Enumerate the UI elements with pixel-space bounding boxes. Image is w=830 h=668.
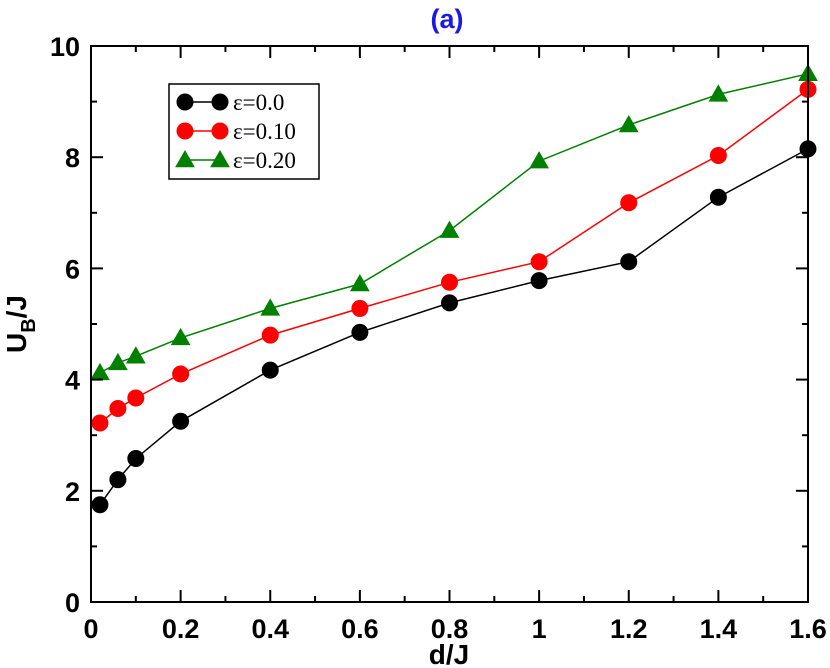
y-axis-title: UB/J — [1, 295, 40, 353]
data-point — [709, 147, 727, 165]
data-point — [127, 389, 145, 407]
tick-labels-layer: 0 0.2 0.4 0.6 0.8 1 1.2 1.4 1.6 0 2 4 6 8 10 — [50, 32, 827, 644]
data-point — [109, 471, 127, 489]
y-tick-label: 10 — [50, 32, 80, 62]
legend-marker-end — [210, 149, 230, 168]
y-axis-title-subscript: B — [18, 318, 40, 332]
data-point — [109, 400, 127, 418]
legend-marker-start — [176, 122, 194, 140]
series-layer — [90, 63, 818, 514]
plot-frame — [90, 45, 809, 603]
legend-entry-2: ε=0.20 — [175, 148, 296, 173]
legend-entry-1: ε=0.10 — [176, 119, 296, 144]
data-point — [439, 220, 460, 238]
legend-marker-end — [211, 93, 229, 111]
legend-entry-0: ε=0.0 — [176, 90, 284, 115]
data-point — [709, 188, 727, 206]
x-tick-label: 0.6 — [341, 614, 379, 644]
y-axis-title-tail: /J — [1, 295, 32, 318]
data-point — [125, 346, 146, 364]
series-1 — [91, 80, 817, 432]
series-0 — [91, 140, 817, 514]
data-point — [618, 114, 639, 133]
y-axis-title-main: U — [1, 333, 32, 353]
chart-title: (a) — [431, 4, 464, 34]
data-point — [620, 194, 638, 212]
x-tick-label: 1.6 — [789, 614, 827, 644]
y-tick-label: 4 — [65, 366, 80, 396]
x-tick-label: 0 — [83, 614, 98, 644]
x-tick-label: 1 — [532, 614, 547, 644]
x-tick-label: 0.4 — [251, 614, 289, 644]
data-point — [441, 294, 458, 312]
data-point — [261, 326, 279, 344]
data-point — [172, 412, 190, 430]
data-point — [108, 352, 128, 371]
data-point — [441, 273, 458, 291]
data-point — [91, 496, 109, 514]
data-point — [261, 361, 279, 379]
data-point — [620, 253, 638, 271]
legend-label: ε=0.20 — [233, 148, 296, 173]
y-tick-label: 6 — [65, 254, 80, 284]
series-2 — [90, 63, 818, 381]
data-point — [350, 273, 370, 292]
x-tick-label: 0.2 — [162, 614, 200, 644]
data-point — [127, 450, 145, 468]
y-tick-label: 8 — [65, 143, 80, 173]
legend-marker-end — [211, 122, 229, 140]
data-point — [351, 299, 369, 317]
x-tick-label: 1.2 — [610, 614, 648, 644]
x-tick-label: 0.8 — [431, 614, 469, 644]
data-point — [529, 151, 549, 169]
data-point — [530, 253, 548, 271]
data-point — [708, 84, 729, 102]
legend-marker-start — [175, 149, 195, 168]
legend: ε=0.0 ε=0.10 ε=0.20 — [168, 83, 320, 180]
data-point — [351, 323, 369, 341]
legend-marker-start — [176, 93, 194, 111]
data-point — [530, 272, 548, 290]
x-tick-label: 1.4 — [700, 614, 738, 644]
data-point — [91, 414, 109, 432]
data-point — [260, 298, 281, 316]
legend-label: ε=0.0 — [233, 90, 284, 115]
y-tick-label: 2 — [65, 477, 80, 507]
data-point — [172, 365, 190, 383]
y-tick-label: 0 — [65, 588, 80, 618]
x-axis-title: d/J — [429, 639, 469, 668]
data-point — [170, 327, 191, 346]
legend-label: ε=0.10 — [233, 119, 296, 144]
